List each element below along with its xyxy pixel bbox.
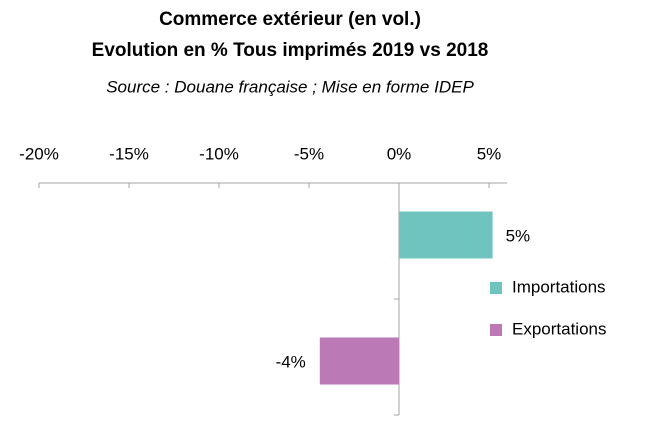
legend-label: Exportations [512,319,607,338]
x-tick-label: -15% [109,144,149,163]
legend-swatch [490,282,502,294]
chart-title: Commerce extérieur (en vol.) [159,9,421,30]
source-note: Source : Douane française ; Mise en form… [106,77,474,96]
data-label: -4% [276,352,306,371]
bar [319,337,399,385]
x-tick-label: 5% [477,144,502,163]
legend-swatch [490,324,502,336]
legend-label: Importations [512,277,606,296]
bar [399,211,493,259]
x-tick-label: -20% [19,144,59,163]
x-tick-label: -10% [199,144,239,163]
chart-subtitle: Evolution en % Tous imprimés 2019 vs 201… [92,40,489,61]
x-tick-label: -5% [294,144,324,163]
x-tick-label: 0% [387,144,412,163]
data-label: 5% [506,226,531,245]
